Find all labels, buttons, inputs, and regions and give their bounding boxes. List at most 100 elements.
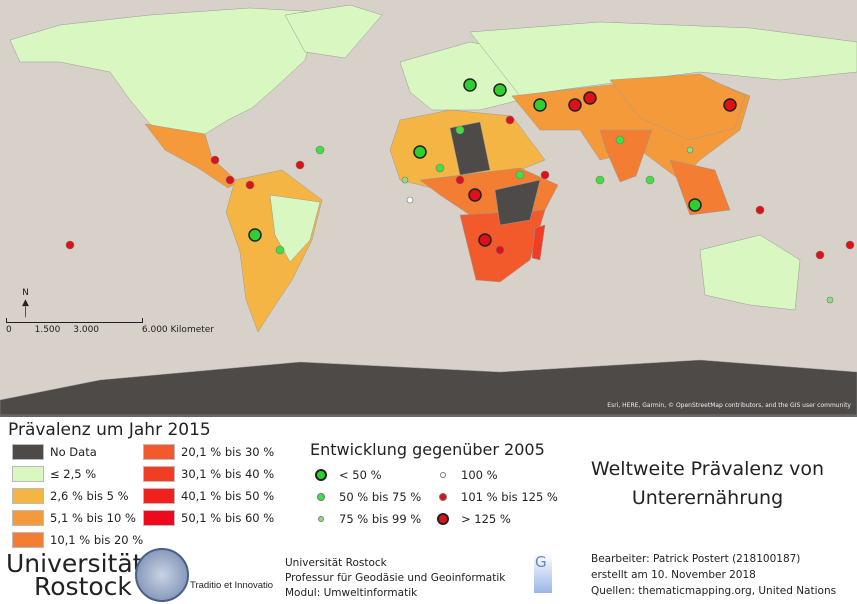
legend-prevalence-item: 20,1 % bis 30 % xyxy=(143,444,274,460)
country-marker[interactable] xyxy=(463,78,477,92)
legend-swatch xyxy=(12,532,44,548)
logo-line-2: Rostock xyxy=(34,572,132,601)
legend-label: 2,6 % bis 5 % xyxy=(50,489,129,503)
country-marker[interactable] xyxy=(478,233,492,247)
legend-label: 5,1 % bis 10 % xyxy=(50,511,136,525)
country-marker[interactable] xyxy=(413,145,427,159)
legend-dot-icon xyxy=(440,472,446,478)
country-marker[interactable] xyxy=(815,250,825,260)
region-madagascar[interactable] xyxy=(531,224,546,261)
region-china[interactable] xyxy=(609,73,746,141)
region-greenland[interactable] xyxy=(284,4,383,59)
country-marker[interactable] xyxy=(406,196,414,204)
map-attribution: Esri, HERE, Garmin, © OpenStreetMap cont… xyxy=(607,402,851,409)
legend-prevalence-item: 30,1 % bis 40 % xyxy=(143,466,274,482)
country-marker[interactable] xyxy=(401,176,409,184)
institution-line: Universität Rostock xyxy=(285,557,387,569)
legend-development-item: 75 % bis 99 % xyxy=(315,512,421,526)
legend-label: No Data xyxy=(50,445,97,459)
country-marker[interactable] xyxy=(245,180,255,190)
region-north-america[interactable] xyxy=(9,7,321,141)
north-arrow-icon: ▲ │ xyxy=(22,298,29,318)
legend-development-item: 50 % bis 75 % xyxy=(315,490,421,504)
country-marker[interactable] xyxy=(210,155,220,165)
north-arrow: N ▲ │ xyxy=(22,288,29,318)
university-logo: Universität Rostock xyxy=(6,551,142,601)
map-title: Weltweite Prävalenz von Unterernährung xyxy=(575,455,840,513)
country-marker[interactable] xyxy=(686,146,694,154)
scale-unit: Kilometer xyxy=(170,325,215,335)
country-marker[interactable] xyxy=(435,163,445,173)
country-marker[interactable] xyxy=(583,91,597,105)
world-map[interactable]: N ▲ │ 0 1.500 3.000 6.000 Kilometer Esri,… xyxy=(0,0,857,417)
region-horn-nodata[interactable] xyxy=(494,179,541,226)
region-central-america[interactable] xyxy=(144,123,239,189)
region-australia[interactable] xyxy=(699,234,801,311)
legend-label: ≤ 2,5 % xyxy=(50,467,97,481)
scale-bar-line xyxy=(6,318,143,323)
country-marker[interactable] xyxy=(248,228,262,242)
legend-prevalence-item: No Data xyxy=(12,444,97,460)
country-marker[interactable] xyxy=(455,125,465,135)
region-brazil[interactable] xyxy=(269,194,321,263)
region-india[interactable] xyxy=(599,129,653,183)
region-antarctica[interactable] xyxy=(0,359,857,415)
country-marker[interactable] xyxy=(315,145,325,155)
legend-swatch xyxy=(143,444,175,460)
country-marker[interactable] xyxy=(468,188,482,202)
country-marker[interactable] xyxy=(645,175,655,185)
country-marker[interactable] xyxy=(275,245,285,255)
legend-prevalence-item: 40,1 % bis 50 % xyxy=(143,488,274,504)
credits-author: Bearbeiter: Patrick Postert (218100187) xyxy=(591,553,801,565)
country-marker[interactable] xyxy=(723,98,737,112)
country-marker[interactable] xyxy=(533,98,547,112)
legend-swatch xyxy=(143,466,175,482)
country-marker[interactable] xyxy=(505,115,515,125)
scale-tick: 1.500 xyxy=(34,325,61,335)
legend-label: 101 % bis 125 % xyxy=(461,490,558,504)
credits: Bearbeiter: Patrick Postert (218100187) … xyxy=(591,551,836,599)
country-marker[interactable] xyxy=(65,240,75,250)
region-africa-nodata[interactable] xyxy=(449,121,491,176)
legend-dot-icon xyxy=(437,513,449,525)
legend-development-item: < 50 % xyxy=(315,468,382,482)
legend-prevalence-title: Prävalenz um Jahr 2015 xyxy=(8,420,211,440)
legend-swatch xyxy=(12,488,44,504)
legend-label: 40,1 % bis 50 % xyxy=(181,489,275,503)
country-marker[interactable] xyxy=(845,240,855,250)
country-marker[interactable] xyxy=(515,170,525,180)
country-marker[interactable] xyxy=(295,160,305,170)
country-marker[interactable] xyxy=(615,135,625,145)
map-canvas xyxy=(0,4,857,415)
country-marker[interactable] xyxy=(540,170,550,180)
university-seal-icon xyxy=(135,548,189,602)
country-marker[interactable] xyxy=(455,175,465,185)
scale-bar: 0 1.500 3.000 6.000 Kilometer xyxy=(6,318,214,335)
legend-label: 100 % xyxy=(461,468,498,482)
country-marker[interactable] xyxy=(595,175,605,185)
scale-tick: 3.000 xyxy=(73,325,100,335)
region-southeast-asia[interactable] xyxy=(669,159,731,216)
legend-development-item: 101 % bis 125 % xyxy=(437,490,558,504)
institution-info: Universität Rostock Professur für Geodäs… xyxy=(285,556,505,601)
region-europe[interactable] xyxy=(399,41,521,111)
legend-development-item: 100 % xyxy=(437,468,498,482)
country-marker[interactable] xyxy=(755,205,765,215)
country-marker[interactable] xyxy=(225,175,235,185)
country-marker[interactable] xyxy=(688,198,702,212)
country-marker[interactable] xyxy=(495,245,505,255)
country-marker[interactable] xyxy=(826,296,834,304)
legend-swatch xyxy=(12,510,44,526)
country-marker[interactable] xyxy=(568,98,582,112)
legend-dot-icon xyxy=(317,493,325,501)
legend-swatch xyxy=(143,488,175,504)
country-marker[interactable] xyxy=(493,83,507,97)
legend-prevalence-item: 50,1 % bis 60 % xyxy=(143,510,274,526)
university-motto: Traditio et Innovatio xyxy=(190,580,274,591)
legend-label: 75 % bis 99 % xyxy=(339,512,422,526)
legend-label: 30,1 % bis 40 % xyxy=(181,467,275,481)
legend-dot-icon xyxy=(318,516,324,522)
legend-dot-icon xyxy=(315,469,327,481)
title-line-1: Weltweite Prävalenz von xyxy=(590,458,825,480)
region-south-america[interactable] xyxy=(225,169,323,333)
